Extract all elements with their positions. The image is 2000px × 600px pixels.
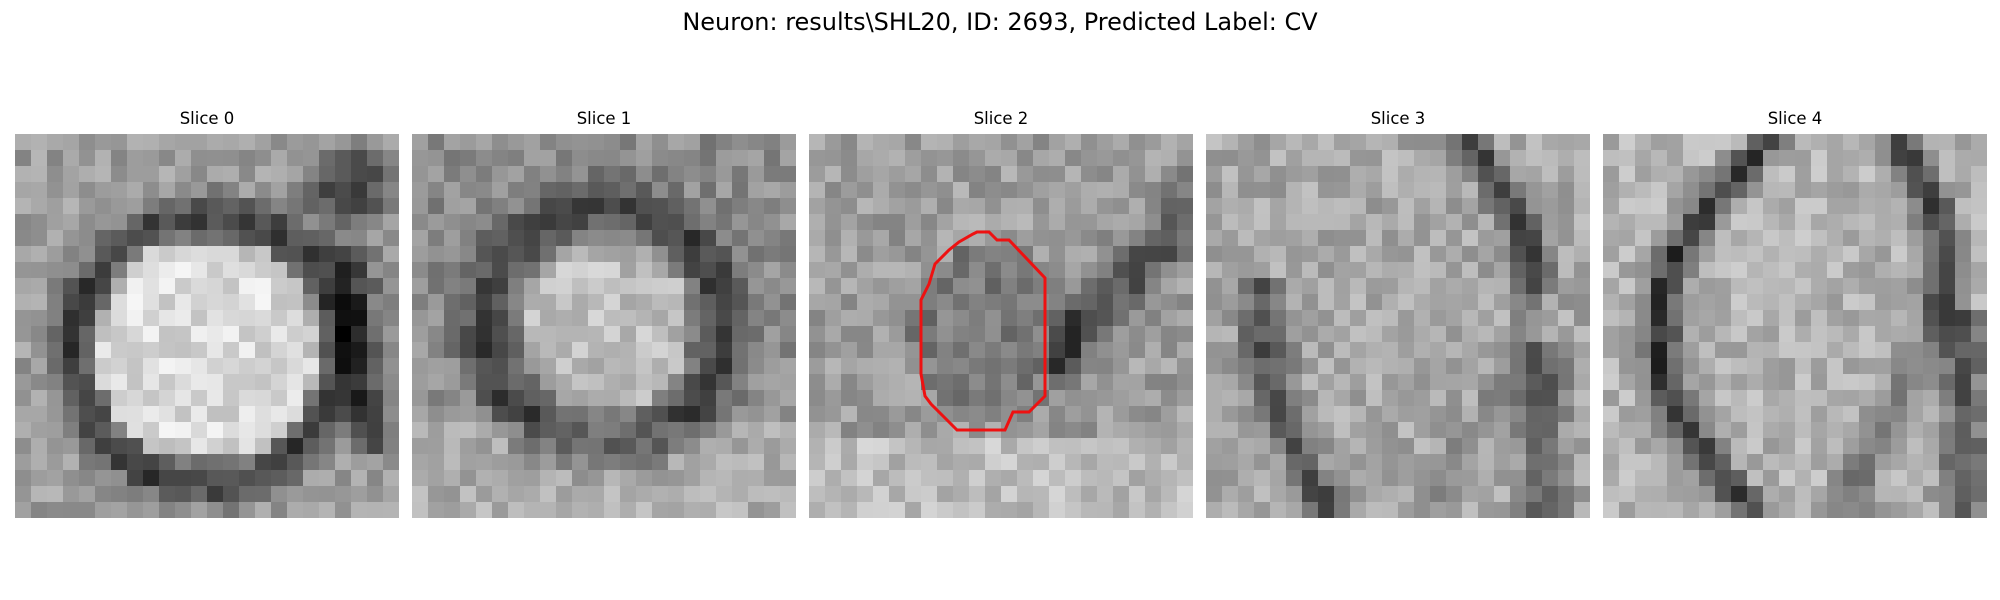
- slice-image: [412, 134, 796, 518]
- slice-image: [1206, 134, 1590, 518]
- slice-image: [15, 134, 399, 518]
- slice-panel-2: Slice 2: [809, 108, 1193, 518]
- slice-panel-3: Slice 3: [1206, 108, 1590, 518]
- figure-title: Neuron: results\SHL20, ID: 2693, Predict…: [682, 8, 1318, 36]
- slice-panel-0: Slice 0: [15, 108, 399, 518]
- slice-panel-1: Slice 1: [412, 108, 796, 518]
- segmentation-contour: [919, 230, 1047, 432]
- slice-title: Slice 0: [179, 109, 235, 128]
- slice-title: Slice 1: [576, 109, 632, 128]
- slice-image: [1603, 134, 1987, 518]
- slice-title: Slice 2: [973, 109, 1029, 128]
- slice-title: Slice 3: [1370, 109, 1426, 128]
- slice-panel-4: Slice 4: [1603, 108, 1987, 518]
- slice-title: Slice 4: [1767, 109, 1823, 128]
- slice-image: [809, 134, 1193, 518]
